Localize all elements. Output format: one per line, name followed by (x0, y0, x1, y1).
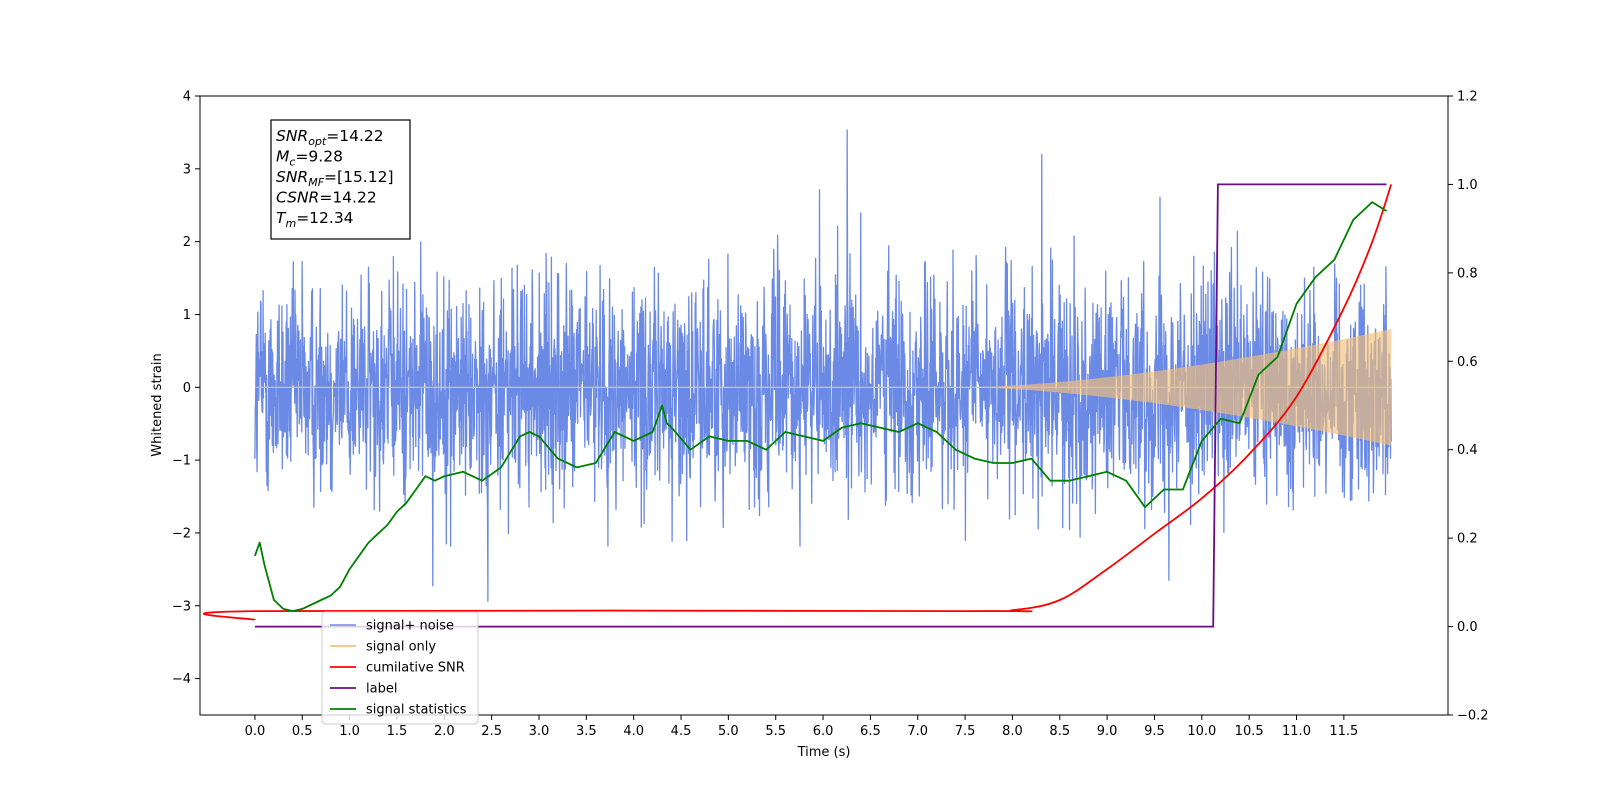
y-axis-label: Whitened strain (150, 353, 165, 456)
y-right-tick-label: 0.0 (1457, 620, 1478, 635)
y-left-tick-label: −2 (172, 526, 191, 541)
annotation-line: Tm=12.34 (276, 209, 354, 230)
x-tick-label: 6.5 (860, 724, 881, 739)
legend-label: cumilative SNR (366, 661, 465, 676)
label-series (254, 183, 1387, 628)
y-left-tick-label: −1 (172, 454, 191, 469)
annotation-line: SNRMF=[15.12] (276, 168, 394, 189)
x-tick-label: 11.0 (1282, 724, 1311, 739)
y-right-tick-label: 1.2 (1457, 90, 1478, 105)
signal-statistics-series (254, 201, 1387, 612)
y-right-tick-label: 0.4 (1457, 443, 1478, 458)
x-axis-label: Time (s) (797, 745, 851, 760)
x-tick-label: 7.5 (955, 724, 976, 739)
x-tick-label: 11.5 (1329, 724, 1358, 739)
y-left-tick-label: 3 (183, 162, 191, 177)
x-tick-label: 9.0 (1097, 724, 1118, 739)
x-tick-label: 7.0 (907, 724, 928, 739)
x-tick-label: 10.0 (1187, 724, 1216, 739)
legend-label: signal+ noise (366, 619, 454, 634)
x-tick-label: 9.5 (1144, 724, 1165, 739)
legend-label: signal statistics (366, 703, 467, 718)
y-right-axis-ticks: 1.2 1.0 0.8 0.6 0.4 0.2 0.0 −0.2 (1448, 90, 1489, 724)
x-tick-label: 10.5 (1235, 724, 1264, 739)
y-right-tick-label: 0.2 (1457, 532, 1478, 547)
legend-label: label (366, 682, 397, 697)
x-tick-label: 8.5 (1049, 724, 1070, 739)
y-right-tick-label: 0.8 (1457, 266, 1478, 281)
y-left-tick-label: −3 (172, 599, 191, 614)
x-tick-label: 2.5 (481, 724, 502, 739)
x-tick-label: 1.0 (339, 724, 360, 739)
legend: signal+ noise signal only cumilative SNR la… (321, 611, 479, 725)
x-tick-label: 1.5 (387, 724, 408, 739)
cumulative-snr-series (203, 184, 1393, 621)
x-tick-label: 4.0 (623, 724, 644, 739)
x-tick-label: 5.5 (765, 724, 786, 739)
legend-label: signal only (366, 640, 436, 655)
y-left-axis-ticks: 4 3 2 1 0 −1 −2 −3 −4 (172, 90, 200, 687)
x-tick-label: 2.0 (434, 724, 455, 739)
annotation-line: Mc=9.28 (276, 148, 343, 169)
x-tick-label: 5.0 (718, 724, 739, 739)
y-left-tick-label: 2 (183, 235, 191, 250)
y-left-tick-label: −4 (172, 672, 191, 687)
x-tick-label: 6.0 (813, 724, 834, 739)
y-left-tick-label: 0 (183, 381, 191, 396)
x-tick-label: 3.5 (576, 724, 597, 739)
y-right-tick-label: 0.6 (1457, 355, 1478, 370)
x-tick-label: 0.5 (292, 724, 313, 739)
annotation-line: CSNR=14.22 (276, 189, 377, 207)
annotation-line: SNRopt=14.22 (276, 127, 384, 148)
y-right-tick-label: −0.2 (1457, 709, 1489, 724)
x-axis-ticks: 0.0 0.5 1.0 1.5 2.0 2.5 3.0 3.5 4.0 4.5 5.0 5.5 6.0 6… (245, 715, 1358, 739)
y-left-tick-label: 4 (183, 90, 191, 105)
axes-frame (199, 95, 1449, 716)
y-left-tick-label: 1 (183, 308, 191, 323)
x-tick-label: 4.5 (671, 724, 692, 739)
x-tick-label: 8.0 (1002, 724, 1023, 739)
x-tick-label: 3.0 (529, 724, 550, 739)
plot-area (203, 129, 1393, 628)
x-tick-label: 0.0 (245, 724, 266, 739)
y-right-tick-label: 1.0 (1457, 178, 1478, 193)
annotation-box: SNRopt=14.22Mc=9.28SNRMF=[15.12]CSNR=14.… (270, 119, 411, 240)
